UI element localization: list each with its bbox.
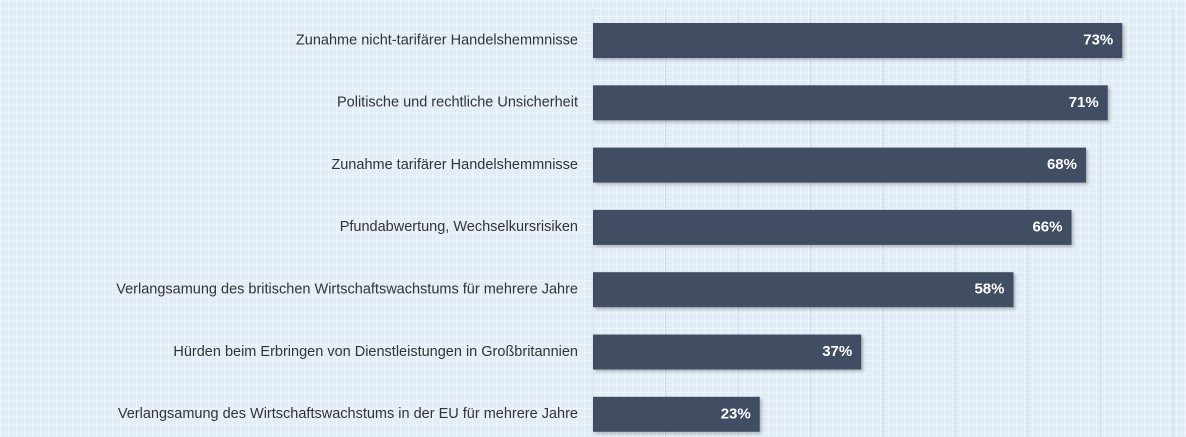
category-label: Pfundabwertung, Wechselkursrisiken bbox=[340, 219, 578, 235]
value-label: 71% bbox=[1069, 94, 1099, 111]
category-label: Zunahme nicht-tarifärer Handelshemmnisse bbox=[296, 32, 578, 48]
bar bbox=[593, 396, 760, 432]
category-label: Verlangsamung des britischen Wirtschafts… bbox=[116, 282, 578, 298]
value-label: 58% bbox=[974, 281, 1004, 298]
bar bbox=[593, 147, 1086, 183]
bar bbox=[593, 334, 862, 370]
value-label: 66% bbox=[1032, 218, 1062, 235]
category-label: Verlangsamung des Wirtschaftswachstums i… bbox=[118, 406, 578, 422]
bar bbox=[593, 23, 1123, 58]
category-label: Zunahme tarifärer Handelshemmnisse bbox=[331, 157, 578, 173]
category-label: Politische und rechtliche Unsicherheit bbox=[337, 95, 578, 111]
category-label: Hürden beim Erbringen von Dienstleistung… bbox=[173, 344, 578, 360]
value-label: 37% bbox=[822, 343, 852, 360]
value-label: 73% bbox=[1083, 31, 1113, 48]
value-label: 23% bbox=[721, 405, 751, 422]
value-label: 68% bbox=[1047, 156, 1077, 173]
bar bbox=[593, 85, 1108, 121]
bar bbox=[593, 209, 1072, 245]
bar bbox=[593, 272, 1014, 308]
